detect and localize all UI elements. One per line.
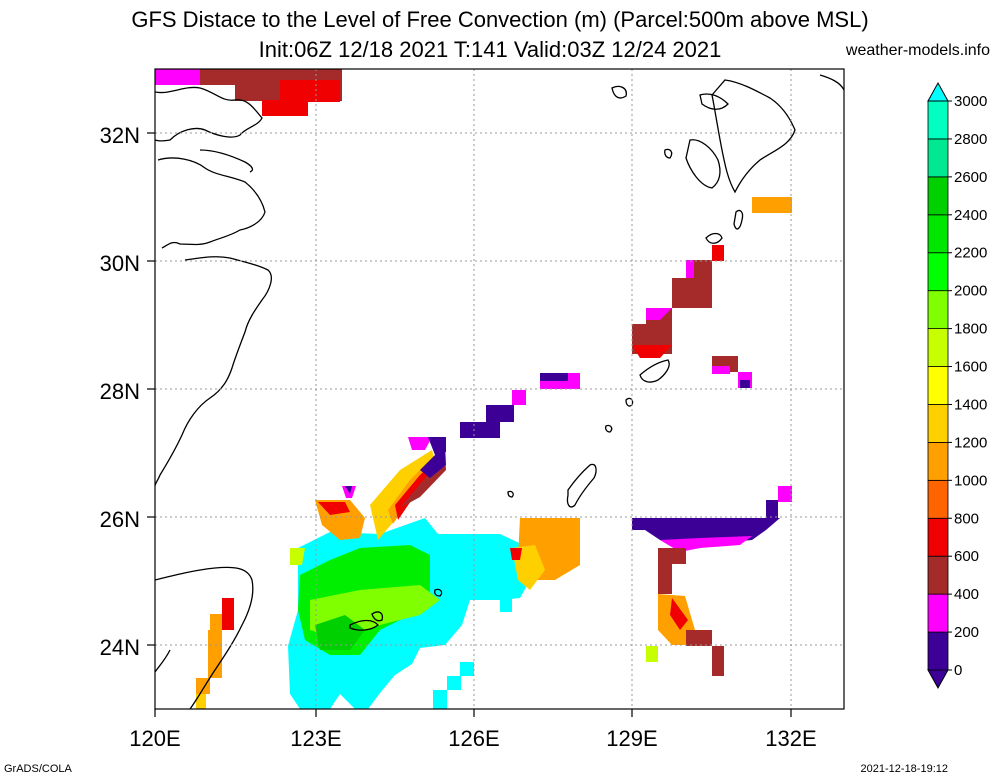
colorbar-label: 1000: [954, 472, 987, 489]
site-credit[interactable]: weather-models.info: [845, 42, 990, 59]
colorbar-swatch: [927, 100, 949, 140]
field-layer: [155, 69, 792, 709]
colorbar-label: 400: [954, 586, 979, 603]
colorbar-swatch: [927, 517, 949, 557]
lat-label: 32N: [100, 123, 140, 148]
chart-title: GFS Distace to the Level of Free Convect…: [131, 7, 869, 32]
colorbar-label: 200: [954, 624, 979, 641]
colorbar-swatch: [927, 555, 949, 595]
lon-label: 120E: [129, 726, 180, 751]
colorbar-swatch: [927, 441, 949, 481]
lon-axis: 120E 123E 126E 129E 132E: [129, 726, 816, 751]
lat-axis: 24N 26N 28N 30N 32N: [100, 123, 140, 660]
colorbar-label: 1800: [954, 321, 987, 338]
lat-label: 30N: [100, 251, 140, 276]
colorbar-swatch: [927, 214, 949, 254]
lat-label: 28N: [100, 379, 140, 404]
colorbar-swatch: [927, 404, 949, 443]
colorbar-label: 2400: [954, 207, 987, 224]
axis-ticks: [147, 132, 792, 717]
chart-subtitle: Init:06Z 12/18 2021 T:141 Valid:03Z 12/2…: [258, 37, 722, 62]
colorbar-swatch: [927, 593, 949, 633]
lon-label: 123E: [290, 726, 341, 751]
coastlines: [155, 74, 844, 709]
colorbar-swatch: [927, 290, 949, 329]
lat-label: 24N: [100, 635, 140, 660]
colorbar-label: 2600: [954, 169, 987, 186]
colorbar-label: 1200: [954, 434, 987, 451]
colorbar-max-arrow: [927, 81, 949, 102]
colorbar-swatch: [927, 631, 949, 671]
colorbar: 0 200 400 600 800 1000 1200 1400 1600 1800 2000 220…: [927, 81, 987, 690]
lon-label: 129E: [606, 726, 657, 751]
colorbar-label: 2200: [954, 245, 987, 262]
colorbar-swatch: [927, 252, 949, 292]
colorbar-swatch: [927, 328, 949, 367]
lon-label: 132E: [765, 726, 816, 751]
lon-label: 126E: [448, 726, 499, 751]
colorbar-label: 3000: [954, 93, 987, 110]
colorbar-swatch: [927, 479, 949, 519]
grid-lines: [155, 69, 844, 709]
colorbar-label: 2000: [954, 283, 987, 300]
colorbar-label: 1400: [954, 396, 987, 413]
colorbar-swatch: [927, 176, 949, 216]
colorbar-label: 2800: [954, 131, 987, 148]
colorbar-label: 800: [954, 510, 979, 527]
colorbar-label: 0: [954, 662, 962, 679]
footer-timestamp: 2021-12-18-19:12: [860, 763, 948, 775]
footer-credit: GrADS/COLA: [4, 763, 72, 775]
colorbar-label: 600: [954, 548, 979, 565]
colorbar-label: 1600: [954, 359, 987, 376]
colorbar-swatch: [927, 366, 949, 405]
colorbar-min-arrow: [927, 669, 949, 690]
colorbar-swatch: [927, 138, 949, 178]
lat-label: 26N: [100, 507, 140, 532]
